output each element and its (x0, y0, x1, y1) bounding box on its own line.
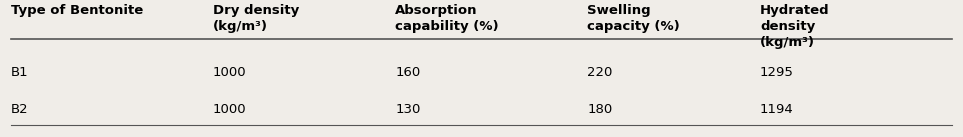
Text: Type of Bentonite: Type of Bentonite (11, 4, 143, 17)
Text: 1000: 1000 (213, 103, 247, 116)
Text: Hydrated
density
(kg/m³): Hydrated density (kg/m³) (760, 4, 829, 49)
Text: Swelling
capacity (%): Swelling capacity (%) (587, 4, 680, 33)
Text: 180: 180 (587, 103, 612, 116)
Text: Dry density
(kg/m³): Dry density (kg/m³) (213, 4, 299, 33)
Text: B1: B1 (11, 66, 29, 79)
Text: 1000: 1000 (213, 66, 247, 79)
Text: Absorption
capability (%): Absorption capability (%) (395, 4, 499, 33)
Text: 1295: 1295 (760, 66, 794, 79)
Text: 1194: 1194 (760, 103, 794, 116)
Text: 130: 130 (395, 103, 421, 116)
Text: B2: B2 (11, 103, 29, 116)
Text: 220: 220 (587, 66, 612, 79)
Text: 160: 160 (395, 66, 420, 79)
